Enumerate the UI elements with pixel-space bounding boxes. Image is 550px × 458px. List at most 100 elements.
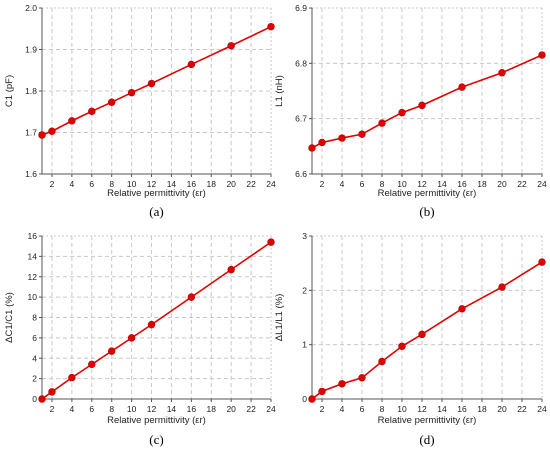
- y-tick-label: 2: [32, 374, 37, 384]
- y-tick-label: 1: [302, 340, 307, 350]
- data-point: [227, 265, 235, 274]
- x-tick-label: 20: [497, 179, 507, 189]
- x-tick-label: 10: [397, 179, 407, 189]
- y-tick-label: 14: [28, 251, 38, 261]
- x-tick-label: 24: [537, 179, 547, 189]
- data-point: [68, 373, 76, 382]
- data-point: [107, 347, 116, 355]
- data-point: [88, 360, 96, 369]
- data-point: [227, 42, 235, 50]
- data-point: [538, 51, 546, 59]
- y-axis-label: ΔC1/C1 (%): [4, 292, 15, 343]
- data-point: [378, 357, 386, 366]
- x-tick-label: 14: [167, 179, 177, 189]
- x-tick-label: 14: [167, 404, 177, 414]
- x-tick-label: 12: [417, 179, 427, 189]
- y-tick-label: 0: [32, 394, 37, 404]
- x-tick-label: 4: [70, 179, 75, 189]
- data-point: [48, 127, 56, 135]
- x-tick-label: 14: [437, 404, 447, 414]
- x-tick-label: 16: [457, 404, 467, 414]
- x-tick-label: 8: [380, 404, 385, 414]
- x-tick-label: 20: [226, 404, 236, 414]
- data-point: [318, 138, 326, 147]
- data-point: [88, 107, 96, 116]
- data-point: [107, 98, 116, 106]
- y-axis-label: C1 (pF): [4, 75, 15, 107]
- x-tick-label: 6: [360, 404, 365, 414]
- x-tick-label: 18: [207, 404, 217, 414]
- panel-caption: (d): [419, 432, 434, 447]
- x-tick-label: 4: [340, 179, 345, 189]
- data-point: [318, 387, 326, 396]
- x-tick-label: 18: [477, 179, 487, 189]
- x-tick-label: 22: [517, 404, 527, 414]
- data-point: [418, 101, 426, 110]
- series-line: [311, 261, 543, 400]
- y-axis-label: ΔL1/L1 (%): [274, 294, 285, 342]
- data-point: [398, 342, 406, 350]
- data-point: [147, 320, 156, 329]
- y-tick-label: 0: [302, 394, 307, 404]
- data-point: [458, 83, 466, 91]
- data-point: [267, 238, 275, 246]
- data-point: [267, 22, 275, 31]
- panel-caption: (b): [419, 204, 434, 219]
- series-line: [41, 25, 272, 136]
- y-tick-label: 16: [28, 231, 38, 241]
- y-tick-label: 6: [32, 333, 37, 343]
- series-line: [41, 241, 272, 400]
- x-tick-label: 18: [207, 179, 217, 189]
- x-tick-label: 12: [147, 179, 157, 189]
- y-tick-label: 1.8: [25, 86, 37, 96]
- x-tick-label: 24: [266, 404, 276, 414]
- x-tick-label: 2: [50, 404, 55, 414]
- data-point: [308, 395, 316, 403]
- x-tick-label: 6: [89, 404, 94, 414]
- x-tick-label: 14: [437, 179, 447, 189]
- x-tick-label: 2: [320, 404, 325, 414]
- x-tick-label: 10: [127, 179, 137, 189]
- x-tick-label: 20: [497, 404, 507, 414]
- data-point: [498, 283, 506, 291]
- y-tick-label: 6.7: [295, 114, 307, 124]
- data-point: [127, 88, 136, 97]
- chart-panel-a: 2 4 6 8 10 12 14 16 18 20 22 241.61.71.81.92.0Relat…: [4, 3, 276, 219]
- x-tick-label: 24: [266, 179, 276, 189]
- x-tick-label: 16: [457, 179, 467, 189]
- x-tick-label: 2: [50, 179, 55, 189]
- x-tick-label: 6: [360, 179, 365, 189]
- data-point: [187, 60, 196, 69]
- chart-panel-c: 2 4 6 8 10 12 14 16 18 20 22 240246810121416Relativ…: [4, 231, 276, 447]
- y-tick-label: 3: [302, 231, 307, 241]
- x-tick-label: 10: [127, 404, 137, 414]
- data-point: [147, 79, 156, 88]
- x-axis-label: Relative permittivity (εr): [378, 415, 477, 426]
- y-tick-label: 6.9: [295, 3, 307, 13]
- data-point: [378, 119, 386, 127]
- data-point: [308, 144, 316, 152]
- y-tick-label: 6.8: [295, 58, 307, 68]
- series-line: [311, 54, 543, 149]
- data-point: [187, 293, 196, 301]
- y-axis-label: L1 (nH): [274, 75, 285, 107]
- x-tick-label: 8: [109, 179, 114, 189]
- x-tick-label: 8: [380, 179, 385, 189]
- x-tick-label: 22: [246, 179, 256, 189]
- y-tick-label: 6.6: [295, 169, 307, 179]
- panel-caption: (a): [149, 204, 163, 219]
- data-point: [538, 258, 546, 266]
- y-tick-label: 1.7: [25, 128, 37, 138]
- x-tick-label: 10: [397, 404, 407, 414]
- data-point: [418, 330, 426, 339]
- y-tick-label: 10: [28, 292, 38, 302]
- x-tick-label: 22: [246, 404, 256, 414]
- data-point: [38, 395, 46, 403]
- x-tick-label: 12: [147, 404, 157, 414]
- x-tick-label: 16: [187, 404, 197, 414]
- x-tick-label: 18: [477, 404, 487, 414]
- y-tick-label: 8: [32, 313, 37, 323]
- x-tick-label: 20: [226, 179, 236, 189]
- chart-panel-b: 2 4 6 8 10 12 14 16 18 20 22 246.66.76.86.9Relative…: [274, 3, 547, 219]
- x-axis-label: Relative permittivity (εr): [378, 188, 477, 199]
